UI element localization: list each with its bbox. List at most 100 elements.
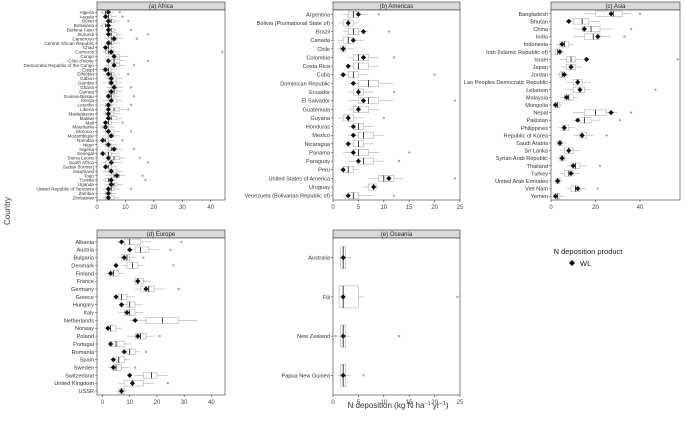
wl-diamond (124, 309, 130, 316)
outlier-point (127, 19, 130, 23)
outlier-point (623, 35, 626, 38)
outlier-point (169, 248, 172, 251)
y-tick-label: Papua New Guinea (281, 373, 330, 379)
outlier-point (129, 86, 133, 89)
y-tick-label: Democratic Republic of the Congo (24, 63, 95, 68)
outlier-point (456, 295, 459, 299)
x-tick-label: 25 (457, 205, 464, 211)
box-3 (121, 262, 144, 269)
box-iqr (358, 131, 374, 139)
wl-diamond (111, 36, 117, 42)
wl-diamond (105, 190, 111, 196)
wl-diamond (557, 49, 563, 55)
wl-diamond (118, 388, 125, 394)
y-tick-label: Thailand (527, 164, 548, 170)
y-tick-label: Lao Peoples Democratic Republic (464, 80, 548, 86)
y-tick-label: Paraguay (306, 159, 330, 165)
y-tick-label: Argentina (306, 12, 331, 18)
y-tick-label: New Zealand (297, 334, 330, 340)
x-tick-label: 10 (122, 205, 129, 211)
box-9 (118, 309, 144, 316)
x-tick-label: 30 (179, 205, 186, 211)
outlier-point (121, 15, 124, 18)
wl-diamond (561, 125, 567, 131)
wl-diamond (105, 71, 111, 77)
outlier-point (142, 256, 145, 259)
y-tick-label: Sierra Leone (68, 156, 95, 161)
y-tick-label: Bolivia (Plurinational State of) (257, 21, 331, 27)
wl-diamond (345, 20, 351, 26)
x-tick-label: 0 (549, 205, 553, 211)
y-tick-label: Malaysia (526, 95, 549, 101)
x-tick-label: 25 (457, 400, 464, 406)
wl-diamond (355, 158, 361, 164)
outlier-point (147, 161, 150, 164)
wl-diamond (105, 40, 111, 46)
y-tick-label: Fiji (323, 295, 330, 301)
outlier-point (177, 287, 180, 291)
wl-diamond (102, 124, 109, 130)
panel-5: (e) Oceania 0 5 10 15 20 25 Australia Fiji New Ze… (281, 229, 464, 406)
wl-diamond (340, 333, 346, 339)
y-tick-label: Ethiopia (77, 72, 94, 77)
y-tick-label: Guinea-Bissau (64, 94, 95, 99)
y-tick-label: France (77, 279, 94, 285)
y-tick-label: Mongolia (525, 103, 549, 109)
wl-diamond (102, 44, 109, 51)
x-tick-label: 0 (331, 400, 335, 406)
y-tick-label: Poland (77, 334, 94, 340)
y-tick-label: Norway (75, 326, 94, 332)
outlier-point (629, 27, 633, 31)
wl-diamond (350, 132, 356, 138)
y-tick-label: Peru (318, 168, 330, 174)
wl-diamond (111, 62, 117, 68)
x-tick-label: 40 (207, 205, 214, 211)
x-tick-label: 5 (357, 400, 361, 406)
y-tick-label: Gambia (78, 81, 95, 86)
wl-diamond (561, 72, 567, 78)
panel-title: (d) Europe (147, 232, 176, 238)
y-tick-label: Japan (533, 65, 548, 71)
outlier-point (172, 264, 175, 267)
y-tick-label: Ecuador (309, 90, 330, 96)
outlier-point (166, 382, 170, 385)
y-tick-label: Nicaragua (305, 142, 331, 148)
wl-diamond (355, 89, 361, 95)
wl-diamond (102, 120, 109, 126)
y-tick-label: Liberia (80, 107, 94, 112)
panel-1: (a) Africa 0 10 20 30 40 AlgeriaAngolaBeninBot… (24, 1, 226, 211)
wl-diamond (557, 140, 563, 146)
y-tick-label: Indonesia (524, 42, 549, 48)
wl-diamond (355, 11, 361, 17)
y-tick-label: Guatemala (303, 107, 331, 113)
wl-diamond (350, 80, 356, 87)
y-tick-label: Brazil (316, 30, 330, 36)
y-tick-label: Colombia (306, 55, 331, 61)
wl-diamond (143, 286, 149, 292)
outlier-point (408, 151, 411, 154)
wl-diamond (108, 89, 114, 95)
y-tick-label: Egypt (82, 67, 95, 72)
y-tick-label: United States of America (268, 176, 330, 182)
wl-diamond (111, 146, 117, 152)
wl-diamond (108, 341, 114, 347)
wl-diamond (371, 184, 377, 190)
panel-title: (e) Oceania (381, 232, 413, 238)
legend-wl-diamond (569, 260, 575, 266)
x-tick-label: 30 (181, 400, 188, 406)
outlier-point (121, 121, 124, 124)
y-tick-label: South Africa (69, 160, 94, 165)
y-tick-label: Austria (77, 248, 95, 254)
box-iqr (134, 246, 150, 253)
y-tick-label: Bhutan (530, 19, 548, 25)
wl-diamond (118, 302, 125, 308)
y-tick-label: Ghana (80, 85, 94, 90)
y-tick-label: Malawi (80, 116, 94, 121)
outlier-point (127, 72, 130, 76)
outlier-point (129, 187, 133, 191)
wl-diamond (108, 133, 114, 139)
y-tick-label: Kenya (81, 98, 95, 103)
y-tick-label: Spain (80, 358, 94, 364)
y-tick-label: Panama (309, 150, 331, 156)
